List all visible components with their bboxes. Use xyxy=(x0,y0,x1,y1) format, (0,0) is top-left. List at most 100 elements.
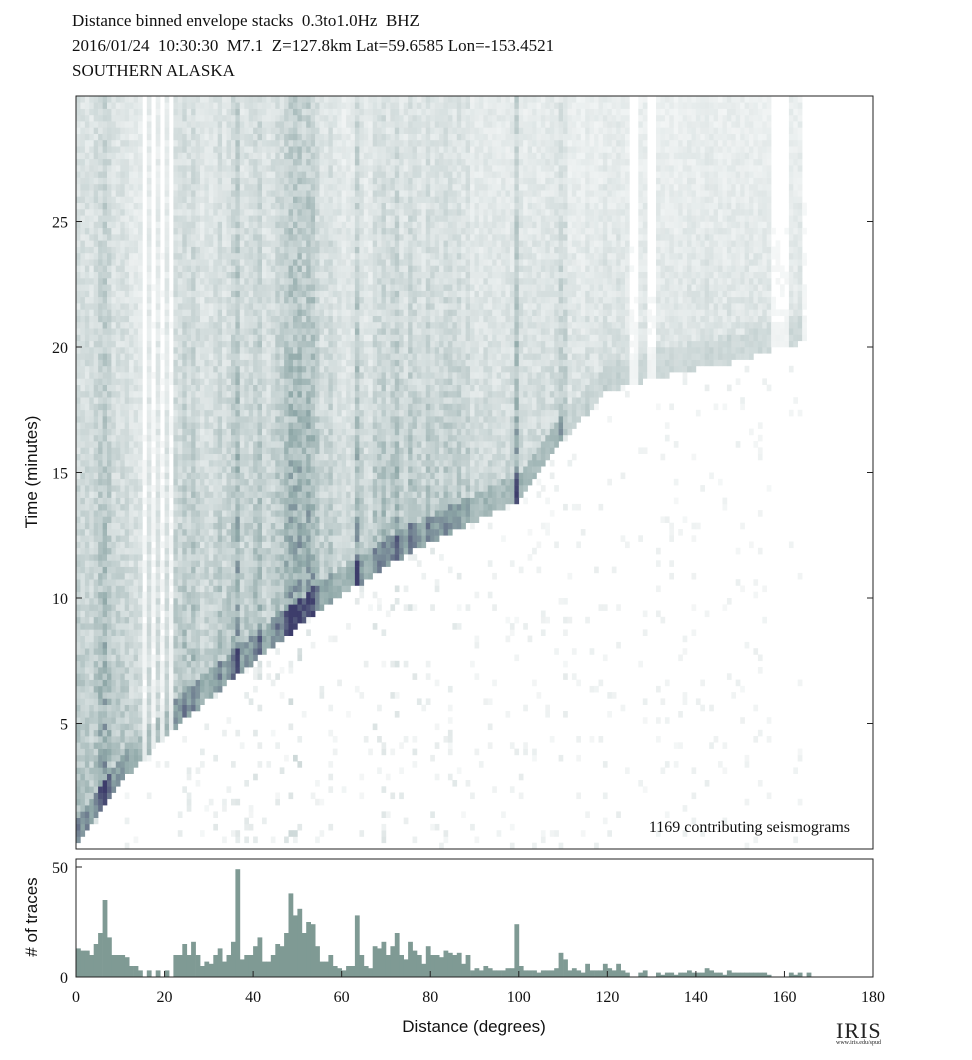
heatmap-cell xyxy=(208,554,214,561)
heatmap-cell xyxy=(213,823,218,831)
heatmap-cell xyxy=(270,102,276,109)
heatmap-cell xyxy=(217,510,223,517)
heatmap-cell xyxy=(124,397,130,404)
heatmap-cell xyxy=(84,196,90,203)
heatmap-cell xyxy=(89,723,94,731)
heatmap-cell xyxy=(275,441,280,448)
heatmap-cell xyxy=(262,397,267,404)
heatmap-cell xyxy=(138,340,143,348)
heatmap-cell xyxy=(231,246,236,254)
heatmap-cell xyxy=(231,434,236,442)
heatmap-cell xyxy=(111,767,117,774)
heatmap-cell xyxy=(288,572,294,580)
heatmap-cell xyxy=(173,215,179,222)
heatmap-cell xyxy=(248,409,254,417)
heatmap-cell xyxy=(244,296,249,304)
heatmap-cell xyxy=(226,309,232,316)
heatmap-cell xyxy=(208,353,214,360)
heatmap-cell xyxy=(222,836,227,844)
heatmap-cell xyxy=(213,278,218,285)
heatmap-cell xyxy=(270,334,276,342)
heatmap-cell xyxy=(266,566,272,574)
heatmap-cell xyxy=(124,629,130,636)
heatmap-cell xyxy=(76,717,81,724)
heatmap-cell xyxy=(239,459,245,467)
heatmap-cell xyxy=(270,585,276,593)
heatmap-cell xyxy=(222,121,227,128)
heatmap-cell xyxy=(89,453,94,461)
heatmap-cell xyxy=(93,121,99,128)
heatmap-cell xyxy=(133,409,139,417)
heatmap-cell xyxy=(173,441,179,448)
heatmap-cell xyxy=(244,171,249,178)
heatmap-cell xyxy=(235,108,241,116)
heatmap-cell xyxy=(213,673,218,680)
heatmap-cell xyxy=(222,516,227,523)
heatmap-cell xyxy=(102,190,108,197)
heatmap-cell xyxy=(222,359,227,367)
heatmap-cell xyxy=(293,497,298,505)
heatmap-cell xyxy=(195,378,201,385)
heatmap-cell xyxy=(155,271,161,279)
heatmap-cell xyxy=(257,660,263,668)
heatmap-cell xyxy=(102,409,108,417)
heatmap-cell xyxy=(204,215,210,222)
heatmap-cell xyxy=(235,102,241,109)
heatmap-cell xyxy=(297,278,303,285)
heatmap-cell xyxy=(164,290,170,298)
heatmap-cell xyxy=(257,127,263,134)
heatmap-cell xyxy=(89,786,94,793)
heatmap-cell xyxy=(186,667,192,674)
heatmap-cell xyxy=(107,365,112,373)
heatmap-cell xyxy=(239,353,245,360)
heatmap-cell xyxy=(208,397,214,404)
heatmap-cell xyxy=(111,347,117,354)
heatmap-cell xyxy=(129,183,134,191)
heatmap-cell xyxy=(235,321,241,329)
heatmap-cell xyxy=(297,585,303,593)
heatmap-cell xyxy=(102,453,108,461)
heatmap-cell xyxy=(279,290,285,298)
heatmap-cell xyxy=(107,522,112,530)
heatmap-cell xyxy=(208,560,214,567)
heatmap-cell xyxy=(213,328,218,335)
heatmap-cell xyxy=(253,623,258,630)
heatmap-cell xyxy=(204,146,210,153)
heatmap-cell xyxy=(164,227,170,235)
heatmap-cell xyxy=(248,321,254,329)
heatmap-cell xyxy=(270,397,276,404)
heatmap-cell xyxy=(270,290,276,298)
heatmap-cell xyxy=(275,566,280,574)
heatmap-cell xyxy=(76,309,81,316)
heatmap-cell xyxy=(177,315,183,323)
heatmap-cell xyxy=(133,485,139,492)
heatmap-cell xyxy=(213,466,218,473)
heatmap-cell xyxy=(138,660,143,668)
heatmap-cell xyxy=(84,409,90,417)
heatmap-cell xyxy=(120,434,125,442)
heatmap-cell xyxy=(151,610,156,618)
heatmap-cell xyxy=(102,290,108,298)
heatmap-cell xyxy=(270,202,276,210)
heatmap-cell xyxy=(288,472,294,480)
heatmap-cell xyxy=(107,754,112,762)
heatmap-cell xyxy=(76,409,81,417)
heatmap-cell xyxy=(213,616,218,624)
heatmap-cell xyxy=(120,466,125,473)
heatmap-cell xyxy=(115,209,121,216)
heatmap-cell xyxy=(297,591,303,599)
heatmap-cell xyxy=(191,660,196,668)
heatmap-cell xyxy=(244,146,249,153)
heatmap-cell xyxy=(204,685,210,693)
heatmap-cell xyxy=(111,127,117,134)
heatmap-cell xyxy=(138,472,143,480)
heatmap-cell xyxy=(133,384,139,392)
heatmap-cell xyxy=(297,321,303,329)
heatmap-cell xyxy=(102,754,108,762)
heatmap-cell xyxy=(262,152,267,160)
heatmap-cell xyxy=(155,278,161,285)
heatmap-cell xyxy=(173,673,179,680)
heatmap-cell xyxy=(293,566,298,574)
heatmap-cell xyxy=(208,641,214,649)
heatmap-cell xyxy=(182,234,187,241)
